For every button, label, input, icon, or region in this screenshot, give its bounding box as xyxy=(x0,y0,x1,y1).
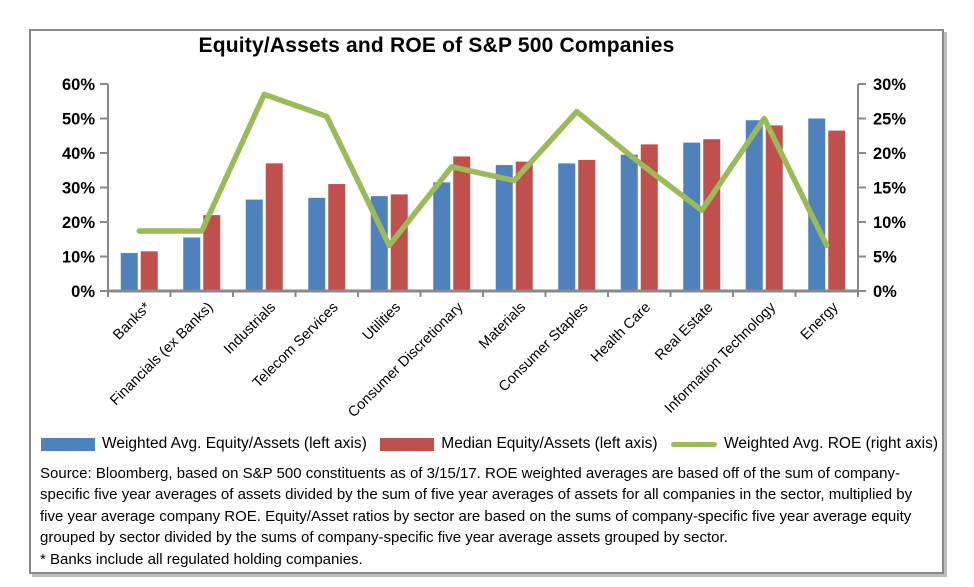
legend-swatch-red-bar-icon xyxy=(380,437,435,451)
svg-text:Utilities: Utilities xyxy=(360,300,404,344)
legend-label: Median Equity/Assets (left axis) xyxy=(441,435,658,452)
svg-text:Energy: Energy xyxy=(798,299,842,343)
svg-text:25%: 25% xyxy=(873,111,906,129)
svg-text:40%: 40% xyxy=(62,145,95,163)
svg-text:0%: 0% xyxy=(71,283,95,301)
legend-label: Weighted Avg. Equity/Assets (left axis) xyxy=(102,435,367,452)
svg-text:Industrials: Industrials xyxy=(221,300,279,358)
svg-text:Consumer Discretionary: Consumer Discretionary xyxy=(345,299,467,421)
svg-text:15%: 15% xyxy=(873,180,906,198)
svg-text:Banks*: Banks* xyxy=(110,299,154,343)
source-note-block: Source: Bloomberg, based on S&P 500 cons… xyxy=(40,463,934,570)
svg-text:5%: 5% xyxy=(873,249,897,267)
svg-text:0%: 0% xyxy=(873,283,897,301)
svg-text:60%: 60% xyxy=(62,76,95,94)
footnote: * Banks include all regulated holding co… xyxy=(40,551,363,569)
svg-text:Financials (ex Banks): Financials (ex Banks) xyxy=(107,300,216,409)
legend: Weighted Avg. Equity/Assets (left axis) … xyxy=(41,435,938,453)
svg-text:50%: 50% xyxy=(62,111,95,129)
legend-swatch-blue-bar-icon xyxy=(41,437,95,451)
chart-canvas: 0% 10% 20% 30% 40% 50% 60% 0% 5% 10% 15% 20% 25% 30% B… xyxy=(62,76,906,421)
legend-label: Weighted Avg. ROE (right axis) xyxy=(724,435,938,452)
svg-text:Health Care: Health Care xyxy=(588,300,654,366)
svg-text:Information Technology: Information Technology xyxy=(662,299,780,417)
svg-text:30%: 30% xyxy=(873,76,906,94)
svg-text:Materials: Materials xyxy=(476,300,529,353)
chart-title: Equity/Assets and ROE of S&P 500 Compani… xyxy=(198,34,675,57)
chart-frame: Equity/Assets and ROE of S&P 500 Compani… xyxy=(29,29,944,574)
svg-text:10%: 10% xyxy=(62,249,95,267)
svg-text:30%: 30% xyxy=(62,180,95,198)
svg-text:20%: 20% xyxy=(62,214,95,232)
svg-text:10%: 10% xyxy=(873,214,906,232)
svg-text:Real Estate: Real Estate xyxy=(652,300,716,364)
legend-item-median-equity-assets: Median Equity/Assets (left axis) xyxy=(380,435,658,453)
svg-text:20%: 20% xyxy=(873,145,906,163)
legend-swatch-green-line-icon xyxy=(671,441,718,447)
source-note: Source: Bloomberg, based on S&P 500 cons… xyxy=(40,465,913,546)
legend-item-weighted-avg-equity-assets: Weighted Avg. Equity/Assets (left axis) xyxy=(41,435,367,453)
legend-item-weighted-avg-roe: Weighted Avg. ROE (right axis) xyxy=(671,435,938,453)
